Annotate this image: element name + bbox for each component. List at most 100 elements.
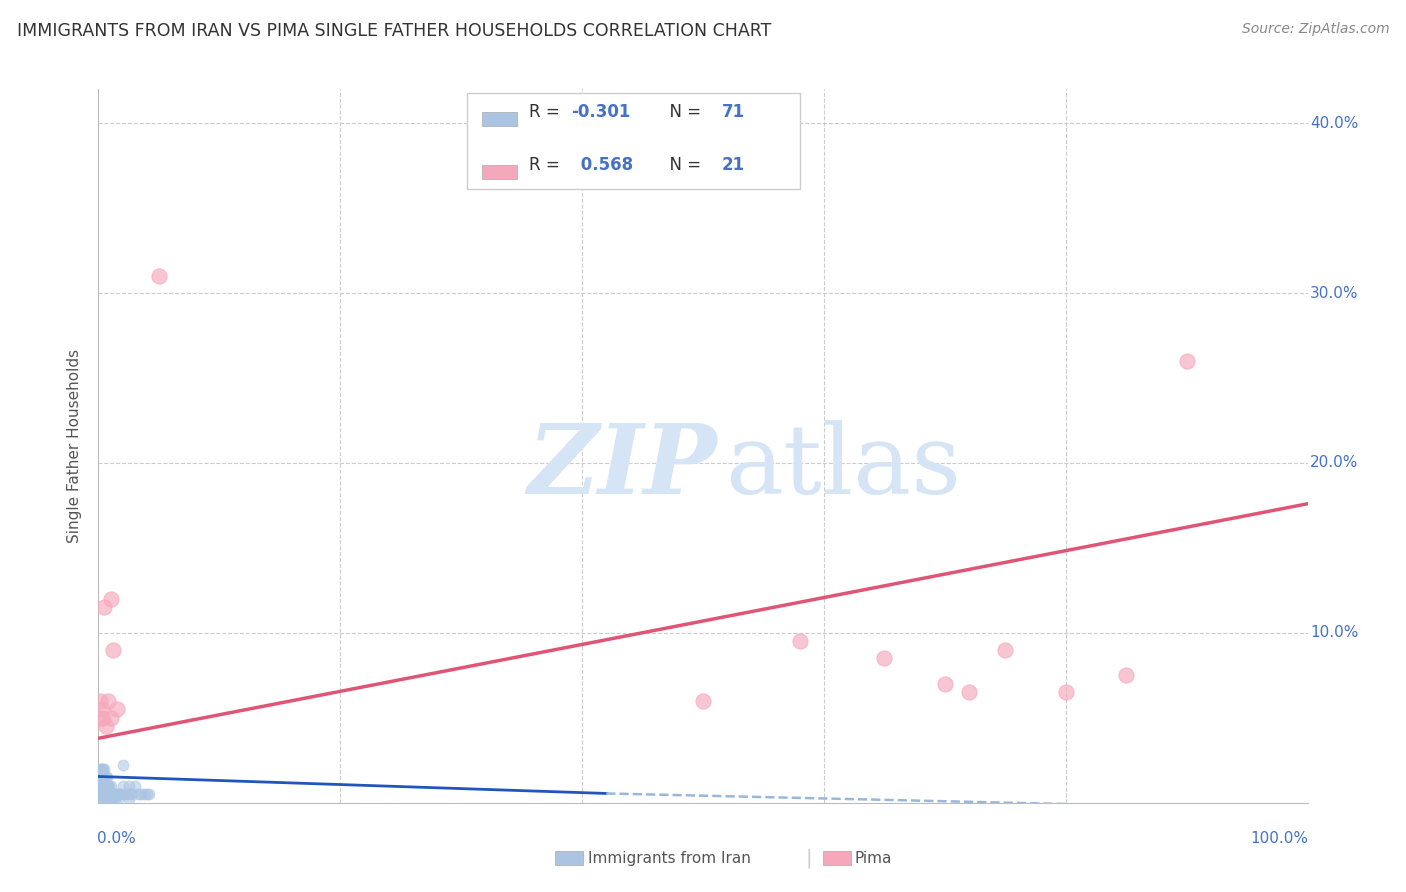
Point: [107, 787, 129, 801]
Point: [117, 787, 139, 801]
Point: [91, 787, 114, 801]
Point: [100, 792, 122, 806]
Point: [96, 787, 118, 801]
Point: [98, 787, 121, 801]
Point: [91, 711, 114, 725]
Point: [994, 643, 1017, 657]
Point: [1054, 685, 1077, 699]
Point: [93, 762, 115, 776]
Point: [100, 787, 122, 801]
Point: [957, 685, 980, 699]
Point: [90, 792, 112, 806]
Point: [89, 694, 111, 708]
Point: [97, 787, 120, 801]
Point: [90, 762, 112, 776]
Text: 40.0%: 40.0%: [1310, 116, 1358, 131]
Point: [96, 770, 118, 784]
Point: [127, 787, 149, 801]
Text: |: |: [806, 848, 811, 868]
Y-axis label: Single Father Households: Single Father Households: [67, 349, 83, 543]
Point: [94, 770, 117, 784]
Text: Immigrants from Iran: Immigrants from Iran: [588, 851, 751, 865]
Point: [118, 792, 141, 806]
Point: [101, 792, 124, 806]
Point: [118, 779, 141, 793]
Text: 0.0%: 0.0%: [97, 831, 136, 847]
Point: [93, 792, 115, 806]
Point: [134, 787, 156, 801]
Point: [94, 719, 117, 733]
Point: [93, 770, 115, 784]
Point: [91, 782, 114, 797]
Text: -0.301: -0.301: [571, 103, 630, 120]
Point: [89, 762, 111, 776]
Point: [91, 792, 114, 806]
Point: [135, 787, 157, 801]
Point: [104, 792, 127, 806]
Text: N =: N =: [659, 155, 707, 174]
Text: R =: R =: [529, 103, 565, 120]
Bar: [482, 165, 516, 178]
Point: [101, 643, 124, 657]
Text: 0.568: 0.568: [575, 155, 633, 174]
Point: [934, 677, 956, 691]
Point: [97, 792, 120, 806]
Point: [1175, 354, 1198, 368]
Point: [100, 787, 122, 801]
Point: [94, 792, 117, 806]
Point: [89, 779, 111, 793]
Point: [138, 787, 160, 801]
Text: N =: N =: [659, 103, 707, 120]
Bar: [482, 112, 516, 126]
Text: 10.0%: 10.0%: [1310, 625, 1358, 640]
Point: [87, 779, 110, 793]
Text: 20.0%: 20.0%: [1310, 456, 1358, 470]
Text: R =: R =: [529, 155, 565, 174]
Point: [90, 787, 112, 801]
Text: Source: ZipAtlas.com: Source: ZipAtlas.com: [1241, 22, 1389, 37]
Point: [94, 779, 117, 793]
Point: [104, 787, 127, 801]
Point: [692, 694, 714, 708]
Point: [97, 694, 120, 708]
Point: [118, 787, 141, 801]
Bar: [467, 93, 800, 189]
Text: atlas: atlas: [724, 420, 960, 515]
Point: [93, 787, 115, 801]
Point: [90, 779, 112, 793]
Point: [91, 762, 114, 776]
Text: Pima: Pima: [855, 851, 893, 865]
Point: [93, 600, 115, 615]
Point: [90, 711, 112, 725]
Point: [90, 770, 112, 784]
Point: [91, 702, 114, 716]
Point: [124, 779, 146, 793]
Point: [111, 779, 134, 793]
Point: [91, 787, 114, 801]
Point: [89, 770, 111, 784]
Point: [107, 792, 129, 806]
Point: [91, 779, 114, 793]
Text: IMMIGRANTS FROM IRAN VS PIMA SINGLE FATHER HOUSEHOLDS CORRELATION CHART: IMMIGRANTS FROM IRAN VS PIMA SINGLE FATH…: [17, 22, 772, 40]
Point: [91, 762, 114, 776]
Point: [100, 711, 122, 725]
Point: [121, 787, 143, 801]
Point: [148, 269, 170, 284]
Text: ZIP: ZIP: [527, 420, 717, 515]
Text: 100.0%: 100.0%: [1251, 831, 1309, 847]
Point: [91, 773, 114, 788]
Point: [103, 787, 125, 801]
Point: [97, 779, 120, 793]
Point: [98, 792, 121, 806]
Point: [87, 792, 110, 806]
Point: [789, 634, 811, 648]
Point: [100, 792, 122, 806]
Point: [89, 792, 111, 806]
Point: [91, 779, 114, 793]
Text: 71: 71: [723, 103, 745, 120]
Point: [100, 779, 122, 793]
Point: [98, 779, 121, 793]
Point: [105, 787, 128, 801]
Point: [108, 787, 131, 801]
Point: [114, 787, 136, 801]
